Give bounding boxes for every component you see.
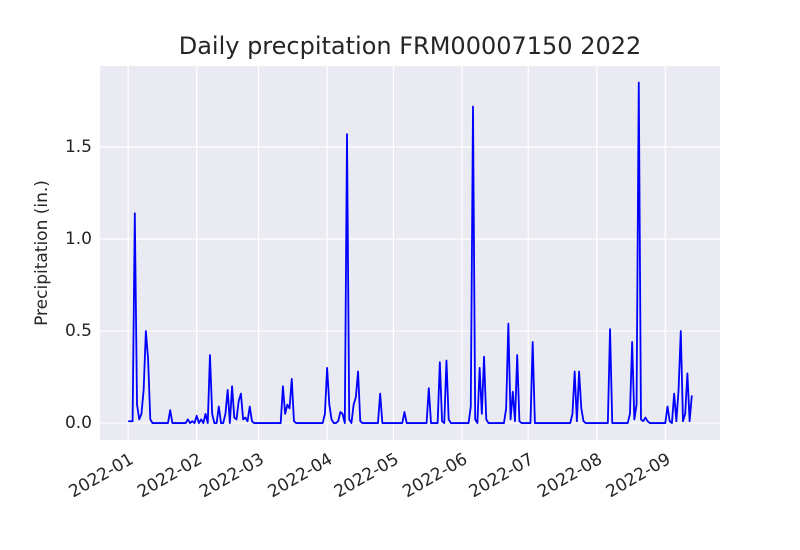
x-tick-label: 2022-06 (399, 449, 471, 502)
x-tick-label: 2022-01 (66, 449, 138, 502)
chart-title: Daily precpitation FRM00007150 2022 (179, 32, 642, 60)
x-tick-label: 2022-02 (134, 449, 206, 502)
x-tick-label: 2022-05 (331, 449, 403, 502)
y-axis-label: Precipitation (in.) (32, 180, 52, 326)
x-tick-label: 2022-09 (603, 449, 675, 502)
x-tick-label: 2022-07 (466, 449, 538, 502)
plot-area (100, 66, 720, 440)
x-tick-label: 2022-08 (534, 449, 606, 502)
x-tick-label: 2022-04 (265, 449, 337, 502)
precipitation-line (128, 81, 693, 424)
y-tick-label: 1.0 (65, 229, 92, 249)
y-tick-label: 0.5 (65, 321, 92, 341)
y-tick-label: 0.0 (65, 413, 92, 433)
y-tick-label: 1.5 (65, 137, 92, 157)
x-tick-label: 2022-03 (196, 449, 268, 502)
